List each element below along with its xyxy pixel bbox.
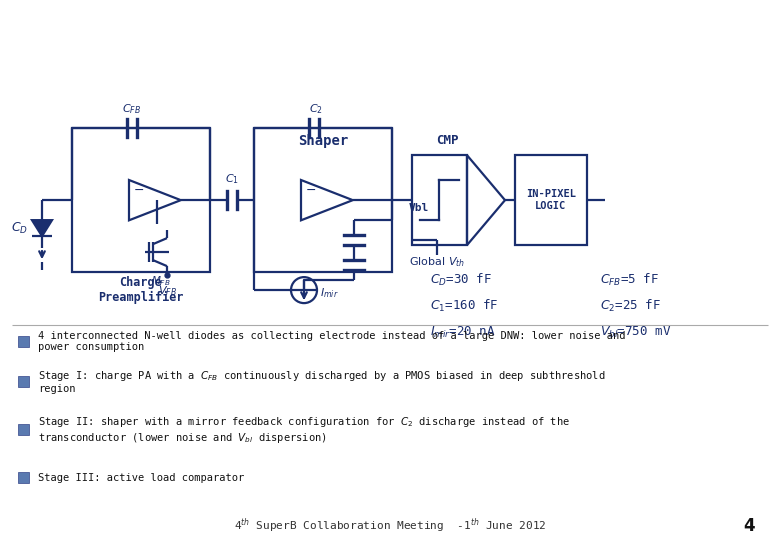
Bar — [515, 155, 587, 245]
Text: Stage II: shaper with a mirror feedback configuration for $C_2$ discharge instea: Stage II: shaper with a mirror feedback … — [38, 415, 570, 444]
Text: 4$^{th}$ SuperB Collaboration Meeting  -1$^{th}$ June 2012: 4$^{th}$ SuperB Collaboration Meeting -1… — [234, 517, 546, 535]
Text: $C_2$=25 fF: $C_2$=25 fF — [600, 298, 661, 314]
Text: $C_1$=160 fF: $C_1$=160 fF — [430, 298, 498, 314]
Text: $V_{bl}$=750 mV: $V_{bl}$=750 mV — [600, 325, 672, 340]
Text: Global $V_{th}$: Global $V_{th}$ — [409, 255, 465, 269]
Text: $I_{mir}$: $I_{mir}$ — [320, 286, 339, 300]
Text: $C_{FB}$: $C_{FB}$ — [122, 103, 141, 116]
Text: Shaper: Shaper — [298, 134, 348, 148]
Text: $C_2$: $C_2$ — [309, 103, 323, 116]
Text: −: − — [306, 184, 317, 197]
Text: $V_{FB}$: $V_{FB}$ — [158, 284, 176, 298]
Text: Stage III: active load comparator: Stage III: active load comparator — [38, 472, 244, 483]
Bar — [18, 472, 29, 483]
Text: $C_D$=30 fF: $C_D$=30 fF — [430, 272, 492, 288]
Text: $M_{FB}$: $M_{FB}$ — [151, 274, 171, 288]
Text: $C_1$: $C_1$ — [225, 172, 239, 186]
Text: IN-PIXEL
LOGIC: IN-PIXEL LOGIC — [526, 190, 576, 211]
Bar — [18, 376, 29, 387]
Bar — [254, 128, 392, 272]
Text: $\mathit{I}_{mir}$=20 nA: $\mathit{I}_{mir}$=20 nA — [430, 325, 495, 340]
Text: Charge
Preamplifier: Charge Preamplifier — [98, 276, 184, 304]
Text: 4 interconnected N-well diodes as collecting electrode instead of a large DNW: l: 4 interconnected N-well diodes as collec… — [38, 331, 626, 353]
Text: 4: 4 — [743, 517, 755, 535]
Bar — [18, 424, 29, 435]
Polygon shape — [32, 220, 52, 236]
Bar — [72, 128, 210, 272]
Text: $C_{FB}$=5 fF: $C_{FB}$=5 fF — [600, 272, 659, 288]
Text: Stage I: charge PA with a $C_{FB}$ continuously discharged by a PMOS biased in d: Stage I: charge PA with a $C_{FB}$ conti… — [38, 369, 605, 394]
Text: Vbl: Vbl — [409, 203, 429, 213]
Text: $C_D$: $C_D$ — [11, 221, 28, 235]
Bar — [412, 155, 467, 245]
Text: CMP: CMP — [436, 134, 459, 147]
Bar — [18, 336, 29, 347]
Text: Apsel4well analog front-end architecture: Apsel4well analog front-end architecture — [9, 15, 514, 37]
Text: −: − — [134, 184, 144, 197]
